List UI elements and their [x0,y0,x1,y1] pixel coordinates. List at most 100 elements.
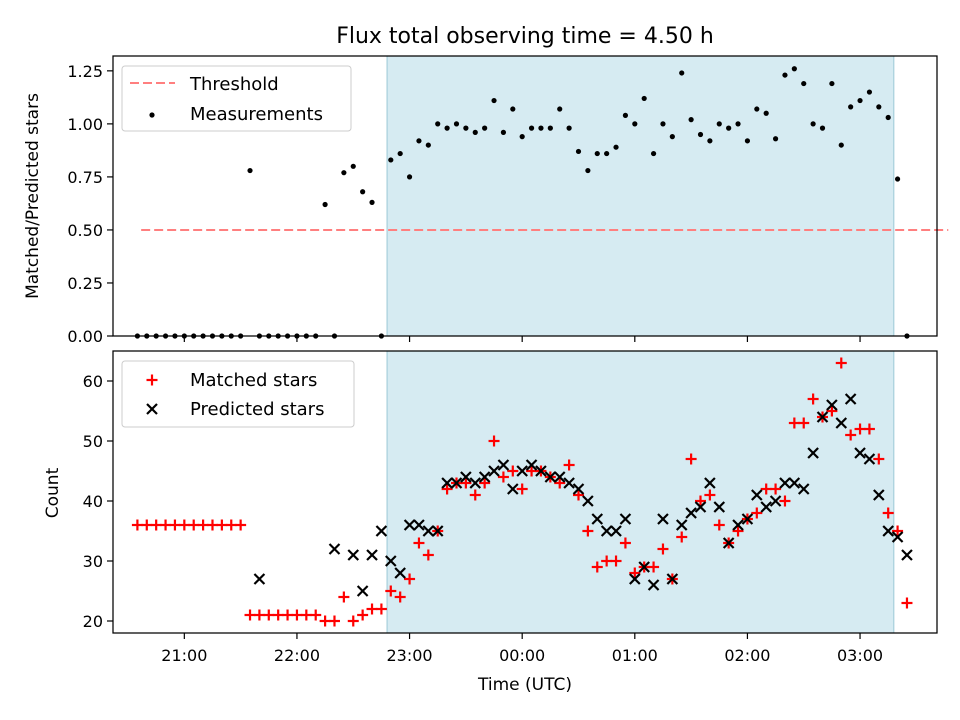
predicted-star-point [769,495,782,507]
measurement-point [754,106,760,112]
matched-star-point [375,603,387,615]
matched-star-point [413,537,425,549]
predicted-star-point-b [891,531,904,543]
predicted-star-point [891,531,904,543]
predicted-star-point-b [788,477,801,489]
bottom-legend: Matched stars Predicted stars [121,360,355,428]
predicted-star-point [807,447,819,459]
predicted-star-point [873,489,885,501]
matched-star-point [563,459,575,471]
bottom-x-tick-label: 22:00 [274,646,320,665]
predicted-star-point-b [572,483,585,495]
legend-predicted-label: Predicted stars [190,399,324,420]
bottom-x-tick-label: 00:00 [499,646,545,665]
matched-star-point [807,393,819,405]
measurement-point [575,148,582,155]
matched-star-point [648,561,660,573]
legend-matched-label: Matched stars [190,370,317,391]
predicted-star-point-b [591,513,604,525]
predicted-star-point-b [356,585,369,597]
predicted-stars-layer [253,393,913,597]
predicted-star-point [779,477,791,489]
predicted-star-point [356,585,369,597]
matched-star-point [901,597,913,609]
predicted-star-point-b [807,447,819,459]
predicted-star-point [610,525,622,537]
predicted-star-point-b [450,477,463,489]
measurement-point [585,167,591,174]
predicted-star-point-b [422,525,435,537]
predicted-star-point-b [816,411,829,423]
legend-predicted-marker-b [146,403,158,415]
predicted-star-point [732,519,744,531]
top-y-tick-label: 0.50 [67,221,103,240]
measurement-point [594,150,600,157]
predicted-star-point-b [478,471,491,483]
matched-star-point [347,615,359,627]
predicted-star-point-b [826,399,838,411]
matched-star-point [366,603,378,615]
predicted-star-point-b [882,525,894,537]
predicted-star-point-b [685,507,697,519]
measurement-point [510,106,516,112]
predicted-star-point [253,573,266,585]
matched-star-point [779,495,791,507]
measurement-point [444,125,450,131]
predicted-star-point [563,477,575,489]
matched-star-point [338,591,350,603]
predicted-star-point [431,525,444,537]
measurement-point [622,112,629,118]
predicted-star-point-b [441,477,453,489]
predicted-star-point [694,501,707,513]
bottom-y-tick-label: 50 [83,432,103,451]
matched-star-point [206,519,218,531]
measurement-point [782,72,788,78]
matched-star-point [751,507,763,519]
top-y-tick-label: 1.00 [67,115,103,134]
matched-star-point [845,429,857,441]
predicted-star-point [901,549,913,561]
matched-star-point [404,573,416,585]
matched-star-point [704,489,716,501]
matched-star-point [835,357,847,369]
predicted-star-point-b [385,555,397,567]
matched-star-point [526,465,538,477]
measurement-point [482,125,488,131]
predicted-star-point-b [704,477,716,489]
measurement-point [322,201,328,208]
legend-matched-swatch [146,374,158,386]
matched-star-point [385,585,397,597]
predicted-star-point [816,411,829,423]
legend-threshold-label: Threshold [189,74,279,95]
matched-star-point [619,537,631,549]
matched-star-point [263,609,275,621]
matched-star-point [854,423,866,435]
matched-star-point [610,555,622,567]
measurement-point [885,114,891,121]
matched-star-point [422,549,434,561]
top-y-tick-label: 0.00 [67,327,103,346]
predicted-star-point-b [797,483,810,495]
measurements-points-layer [134,66,910,339]
predicted-star-point [553,471,566,483]
predicted-star-point-b [901,549,913,561]
top-legend-box [121,65,352,132]
bottom-x-tick-label: 23:00 [387,646,433,665]
measurement-point [406,174,413,180]
matched-star-point [310,609,322,621]
measurement-point [819,125,826,131]
predicted-star-point [422,525,435,537]
bottom-x-tick-label: 21:00 [161,646,207,665]
predicted-star-point-b [563,477,575,489]
predicted-star-point [629,573,641,585]
bottom-x-tick-label: 01:00 [612,646,658,665]
measurement-point [829,80,835,87]
measurement-point [557,106,563,112]
predicted-star-point-b [431,525,444,537]
matched-star-point [178,519,190,531]
measurement-point [772,136,779,142]
matched-star-point [788,417,800,429]
matched-star-point [713,519,725,531]
predicted-star-point [600,525,613,537]
measurement-point [397,150,403,157]
